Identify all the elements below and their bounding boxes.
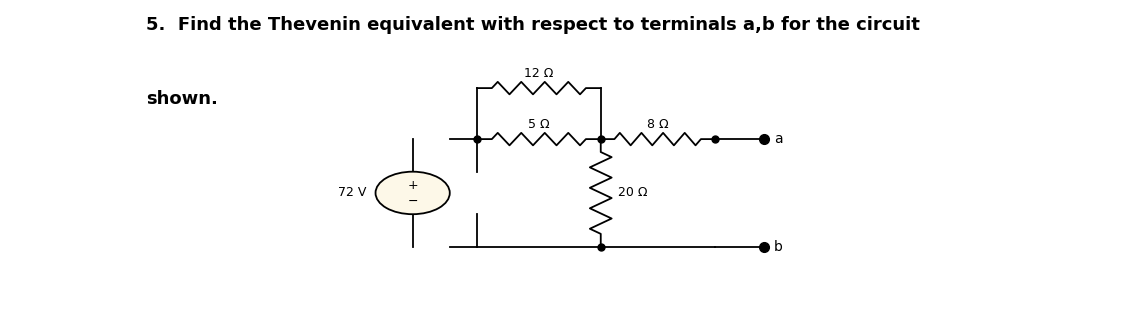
Text: +: + <box>407 178 418 192</box>
Text: −: − <box>407 195 417 208</box>
Text: 20 Ω: 20 Ω <box>618 186 648 199</box>
Circle shape <box>376 172 450 214</box>
Text: 72 V: 72 V <box>339 186 367 199</box>
Text: b: b <box>774 240 783 254</box>
Text: 8 Ω: 8 Ω <box>647 118 668 131</box>
Text: shown.: shown. <box>146 90 218 108</box>
Text: 5 Ω: 5 Ω <box>528 118 550 131</box>
Text: 12 Ω: 12 Ω <box>524 67 554 80</box>
Text: 5.  Find the Thevenin equivalent with respect to terminals a,b for the circuit: 5. Find the Thevenin equivalent with res… <box>146 16 920 34</box>
Text: a: a <box>774 132 783 146</box>
